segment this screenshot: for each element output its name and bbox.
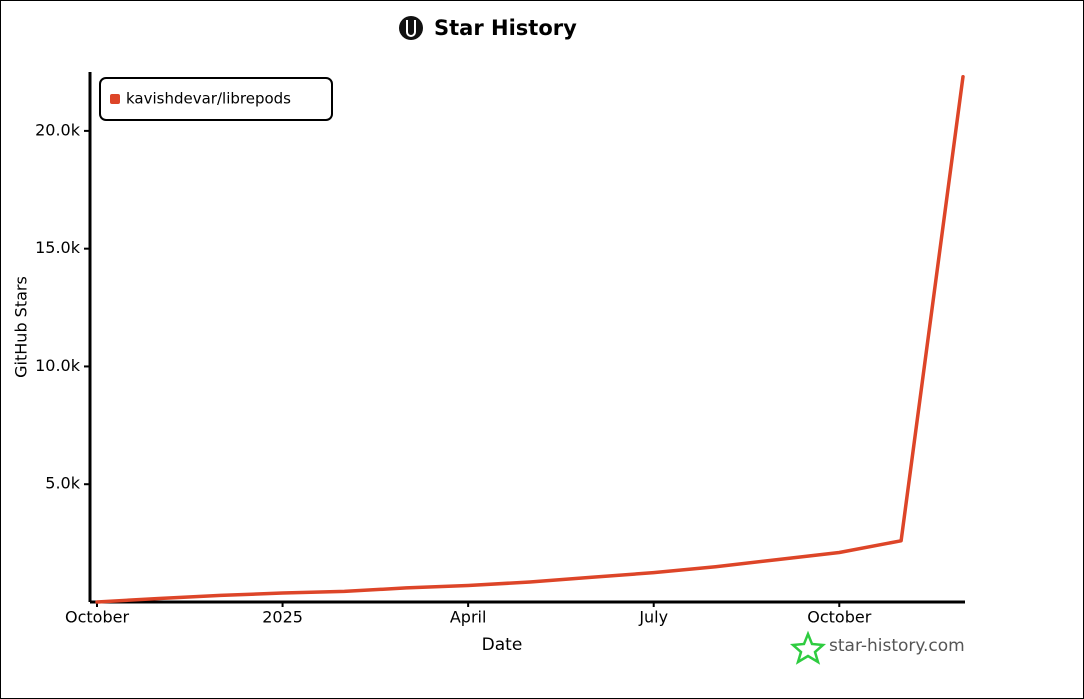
y-tick-label: 15.0k: [35, 238, 81, 257]
chart-title: Star History: [434, 16, 577, 40]
x-tick-label: 2025: [262, 608, 303, 627]
y-tick-label: 5.0k: [45, 474, 80, 493]
series-line: [95, 74, 965, 604]
legend-swatch: [110, 94, 120, 104]
x-axis-label: Date: [482, 635, 523, 655]
x-tick-label: April: [450, 608, 487, 627]
x-tick-label: October: [65, 608, 129, 627]
title-icon: [399, 16, 423, 40]
y-axis-label: GitHub Stars: [12, 276, 31, 378]
y-tick-label: 10.0k: [35, 356, 81, 375]
x-tick-label: October: [807, 608, 871, 627]
watermark: star-history.com: [829, 636, 965, 656]
y-tick-label: 20.0k: [35, 120, 81, 139]
x-tick-label: July: [638, 608, 668, 627]
legend-box: [99, 77, 333, 121]
watermark-icon: [789, 630, 827, 665]
legend-label: kavishdevar/librepods: [126, 90, 291, 108]
